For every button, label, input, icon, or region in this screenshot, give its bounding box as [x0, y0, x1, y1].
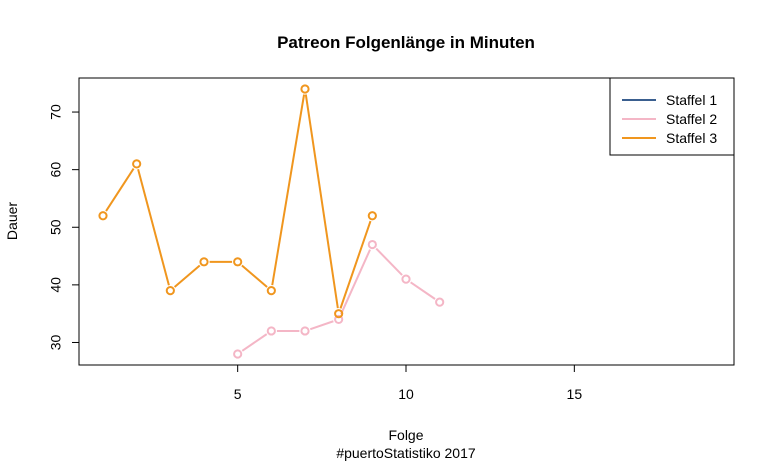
series-line-segment — [304, 94, 339, 309]
legend: Staffel 1 Staffel 2 Staffel 3 — [609, 77, 735, 156]
y-tick-label: 30 — [48, 334, 64, 350]
legend-label: Staffel 3 — [666, 130, 717, 146]
data-point — [401, 274, 411, 284]
y-axis-label: Dauer — [4, 202, 20, 240]
series-line-segment — [105, 168, 135, 212]
y-tick-label: 60 — [48, 162, 64, 178]
x-axis-label: Folge — [388, 427, 423, 443]
data-point — [334, 309, 344, 319]
series-2 — [233, 239, 445, 359]
data-point — [300, 84, 310, 94]
series-line-segment — [173, 264, 201, 288]
data-point — [300, 326, 310, 336]
y-axis: 30 40 50 60 70 — [48, 104, 80, 350]
data-point — [266, 286, 276, 296]
x-tick-label: 5 — [234, 386, 242, 402]
series-line-segment — [241, 264, 268, 288]
data-point — [367, 239, 377, 250]
legend-label: Staffel 1 — [666, 92, 717, 108]
series-line-segment — [241, 333, 268, 352]
series-line-segment — [271, 94, 306, 286]
y-tick-label: 70 — [48, 104, 64, 120]
series-line-segment — [410, 281, 436, 300]
y-tick-label: 40 — [48, 277, 64, 293]
data-point — [132, 159, 142, 169]
legend-label: Staffel 2 — [666, 111, 717, 127]
data-point — [233, 257, 243, 267]
data-point — [199, 257, 209, 267]
data-point — [334, 314, 344, 325]
data-point — [435, 297, 445, 307]
x-axis: 5 10 15 — [234, 364, 583, 402]
series-line-segment — [137, 169, 170, 286]
series-3 — [98, 84, 377, 319]
data-point — [98, 211, 108, 221]
chart-title: Patreon Folgenlänge in Minuten — [277, 33, 535, 52]
series-line-segment — [340, 249, 371, 315]
chart-caption: #puertoStatistiko 2017 — [336, 445, 476, 461]
data-point — [165, 286, 175, 296]
y-tick-label: 50 — [48, 219, 64, 235]
data-point — [266, 326, 276, 336]
data-point — [233, 349, 243, 359]
data-point — [367, 211, 377, 221]
x-tick-label: 15 — [567, 386, 583, 402]
legend-box — [609, 77, 735, 156]
x-tick-label: 10 — [398, 386, 414, 402]
series-layer — [98, 84, 445, 359]
series-line-segment — [375, 247, 403, 276]
series-line-segment — [309, 320, 334, 331]
series-line-segment — [339, 220, 372, 309]
